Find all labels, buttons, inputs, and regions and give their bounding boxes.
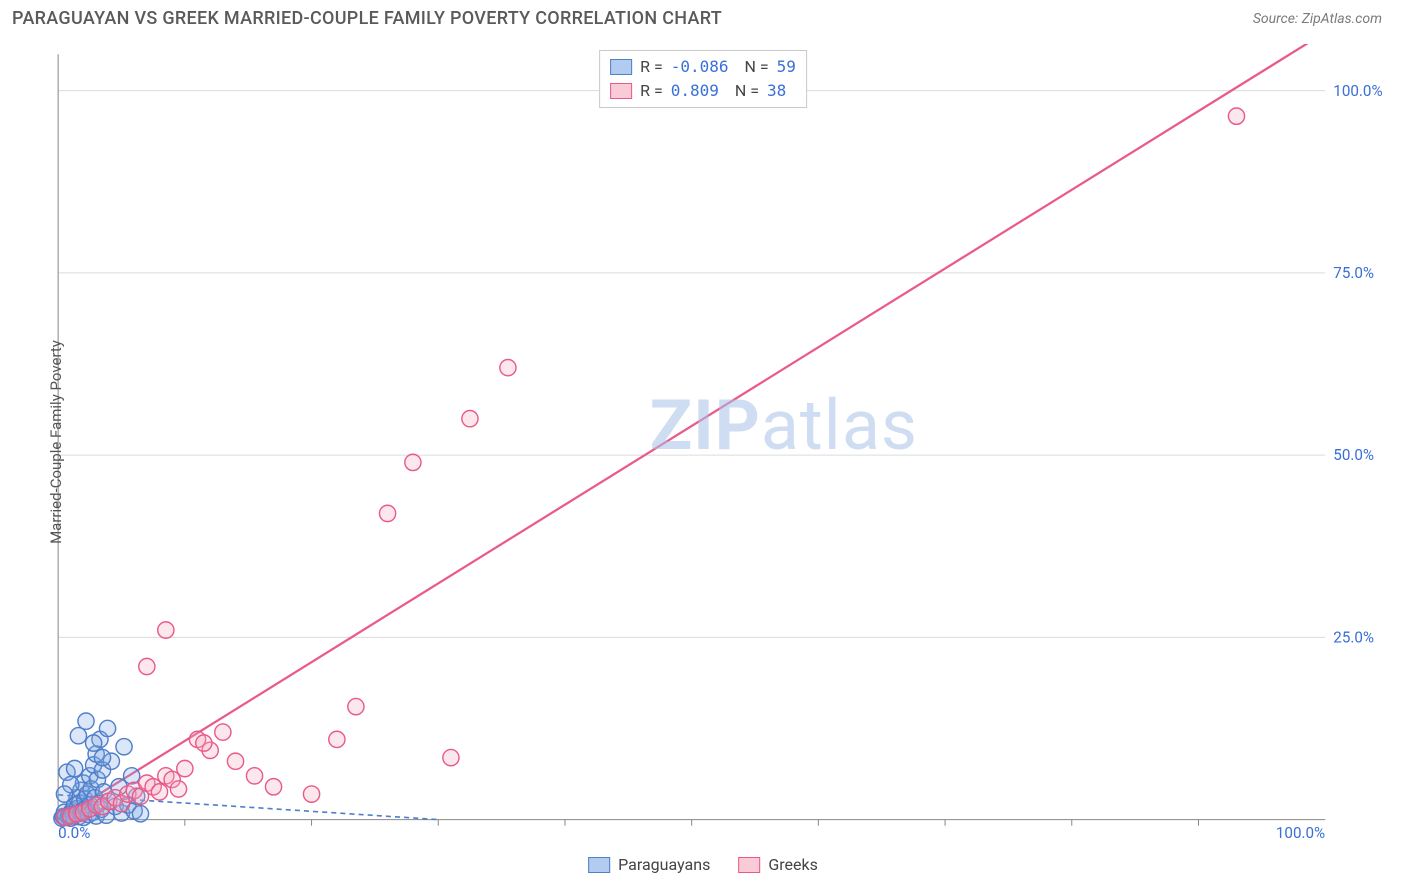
corr-n-label: N = [737,55,769,79]
scatter-chart: 25.0% 50.0% 75.0% 100.0% 0.0% 100.0% [48,44,1386,840]
corr-n-value: 59 [777,55,796,79]
corr-r-value: 0.809 [671,79,719,103]
corr-n-label: N = [727,79,759,103]
legend-item: Paraguayans [588,855,710,874]
correlation-row: R = 0.809 N = 38 [610,79,796,103]
corr-r-value: -0.086 [671,55,729,79]
series-legend: Paraguayans Greeks [588,855,818,874]
y-axis-label: Married-Couple Family Poverty [47,340,65,544]
corr-r-label: R = [640,55,663,79]
corr-r-label: R = [640,79,663,103]
svg-text:0.0%: 0.0% [58,824,90,840]
legend-swatch [588,857,610,873]
svg-text:25.0%: 25.0% [1333,628,1374,646]
svg-text:75.0%: 75.0% [1333,264,1374,282]
correlation-legend: R = -0.086 N = 59R = 0.809 N = 38 [599,50,807,108]
legend-label: Paraguayans [618,855,710,874]
svg-text:100.0%: 100.0% [1333,82,1382,100]
corr-n-value: 38 [767,79,786,103]
chart-source: Source: ZipAtlas.com [1253,11,1382,27]
correlation-row: R = -0.086 N = 59 [610,55,796,79]
legend-label: Greeks [768,855,818,874]
legend-item: Greeks [738,855,818,874]
legend-swatch [610,59,632,75]
svg-text:50.0%: 50.0% [1333,446,1374,464]
legend-swatch [610,83,632,99]
chart-title: PARAGUAYAN VS GREEK MARRIED-COUPLE FAMIL… [12,8,722,29]
svg-text:100.0%: 100.0% [1276,824,1325,840]
chart-header: PARAGUAYAN VS GREEK MARRIED-COUPLE FAMIL… [0,0,1406,33]
plot-area: Married-Couple Family Poverty 25.0% 50.0%… [48,44,1386,840]
legend-swatch [738,857,760,873]
